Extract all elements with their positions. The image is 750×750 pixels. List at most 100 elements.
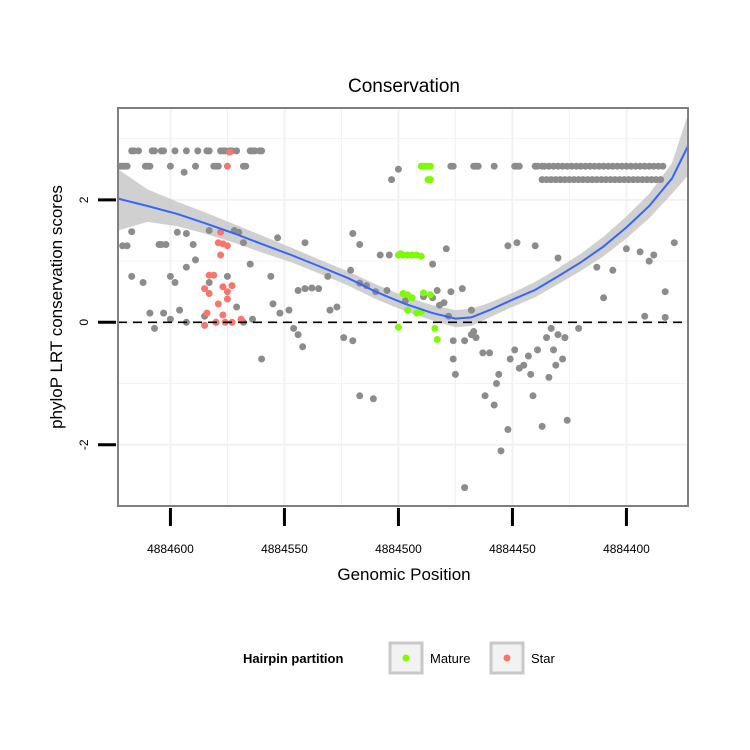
point-star bbox=[201, 321, 209, 329]
point-other bbox=[385, 251, 393, 259]
point-other bbox=[449, 337, 457, 345]
point-other bbox=[472, 334, 480, 342]
point-other bbox=[490, 401, 498, 409]
panel-border bbox=[117, 107, 689, 507]
x-tick-label: 4884400 bbox=[603, 542, 650, 556]
x-tick-label: 4884500 bbox=[375, 542, 422, 556]
point-star bbox=[223, 288, 231, 296]
point-other bbox=[146, 162, 154, 170]
point-other bbox=[274, 234, 282, 242]
point-other bbox=[151, 147, 158, 155]
point-other bbox=[433, 287, 441, 294]
smooth-line bbox=[117, 145, 689, 320]
point-other bbox=[451, 370, 459, 378]
point-other bbox=[239, 239, 247, 247]
point-star bbox=[205, 290, 213, 297]
point-other bbox=[205, 279, 213, 286]
point-other bbox=[429, 260, 437, 268]
point-other bbox=[192, 256, 199, 264]
point-other bbox=[554, 254, 562, 262]
point-other bbox=[575, 324, 583, 332]
plot-panel bbox=[116, 107, 689, 507]
point-other bbox=[636, 248, 644, 256]
point-other bbox=[467, 306, 475, 314]
point-mature bbox=[433, 336, 441, 343]
point-other bbox=[538, 422, 546, 430]
point-other bbox=[205, 227, 213, 234]
point-other bbox=[515, 162, 523, 170]
point-other bbox=[520, 361, 528, 369]
point-other bbox=[301, 239, 309, 247]
point-other bbox=[513, 239, 521, 247]
point-other bbox=[166, 315, 174, 323]
point-other bbox=[458, 285, 466, 293]
point-star bbox=[219, 283, 227, 291]
point-other bbox=[559, 355, 567, 363]
x-tick-label: 4884550 bbox=[261, 542, 308, 556]
point-other bbox=[534, 346, 541, 354]
point-star bbox=[217, 251, 225, 259]
point-star bbox=[219, 311, 227, 319]
point-other bbox=[388, 176, 396, 184]
point-other bbox=[128, 228, 136, 236]
legend-entry-mature: Mature bbox=[388, 641, 470, 675]
point-star bbox=[228, 282, 236, 290]
point-other bbox=[347, 266, 355, 274]
point-other bbox=[173, 228, 181, 236]
point-other bbox=[189, 241, 197, 248]
point-other bbox=[661, 313, 669, 321]
point-other bbox=[524, 352, 532, 360]
point-other bbox=[670, 239, 678, 247]
point-other bbox=[495, 370, 503, 378]
point-other bbox=[447, 288, 455, 296]
point-other bbox=[301, 285, 309, 293]
point-other bbox=[470, 328, 478, 335]
point-other bbox=[593, 263, 601, 271]
point-star bbox=[223, 242, 231, 250]
point-other bbox=[543, 334, 551, 342]
point-other bbox=[242, 162, 250, 170]
legend-label-star: Star bbox=[531, 651, 556, 666]
point-other bbox=[180, 168, 188, 176]
point-other bbox=[166, 162, 174, 170]
point-other bbox=[561, 334, 569, 342]
point-other bbox=[545, 373, 553, 381]
point-other bbox=[233, 147, 241, 155]
smooth-line-layer bbox=[117, 145, 689, 320]
point-other bbox=[356, 241, 364, 248]
point-other bbox=[246, 260, 254, 268]
point-other bbox=[442, 245, 450, 253]
point-other bbox=[123, 162, 131, 170]
point-other bbox=[529, 392, 537, 400]
point-other bbox=[349, 230, 357, 237]
point-other bbox=[182, 230, 190, 237]
point-other bbox=[294, 287, 302, 294]
point-star bbox=[237, 315, 245, 323]
x-tick-label: 4884600 bbox=[147, 542, 194, 556]
x-axis-label: Genomic Position bbox=[337, 565, 470, 584]
point-other bbox=[139, 279, 147, 286]
point-other bbox=[160, 147, 168, 155]
point-other bbox=[214, 162, 222, 170]
legend-title: Hairpin partition bbox=[243, 651, 343, 666]
point-other bbox=[376, 251, 384, 259]
point-other bbox=[267, 272, 275, 280]
y-tick-label: -2 bbox=[77, 439, 91, 450]
point-star bbox=[226, 148, 234, 156]
point-other bbox=[151, 324, 158, 332]
point-other bbox=[160, 309, 168, 317]
point-other bbox=[641, 312, 649, 320]
point-other bbox=[340, 334, 348, 342]
point-other bbox=[659, 162, 667, 170]
point-other bbox=[276, 309, 284, 317]
chart-title: Conservation bbox=[348, 76, 460, 97]
point-other bbox=[182, 263, 190, 271]
point-other bbox=[506, 355, 514, 363]
point-star bbox=[223, 162, 231, 170]
point-other bbox=[527, 370, 535, 378]
point-other bbox=[258, 355, 266, 363]
point-other bbox=[449, 162, 457, 170]
point-mature bbox=[408, 294, 416, 302]
point-mature bbox=[404, 306, 412, 314]
